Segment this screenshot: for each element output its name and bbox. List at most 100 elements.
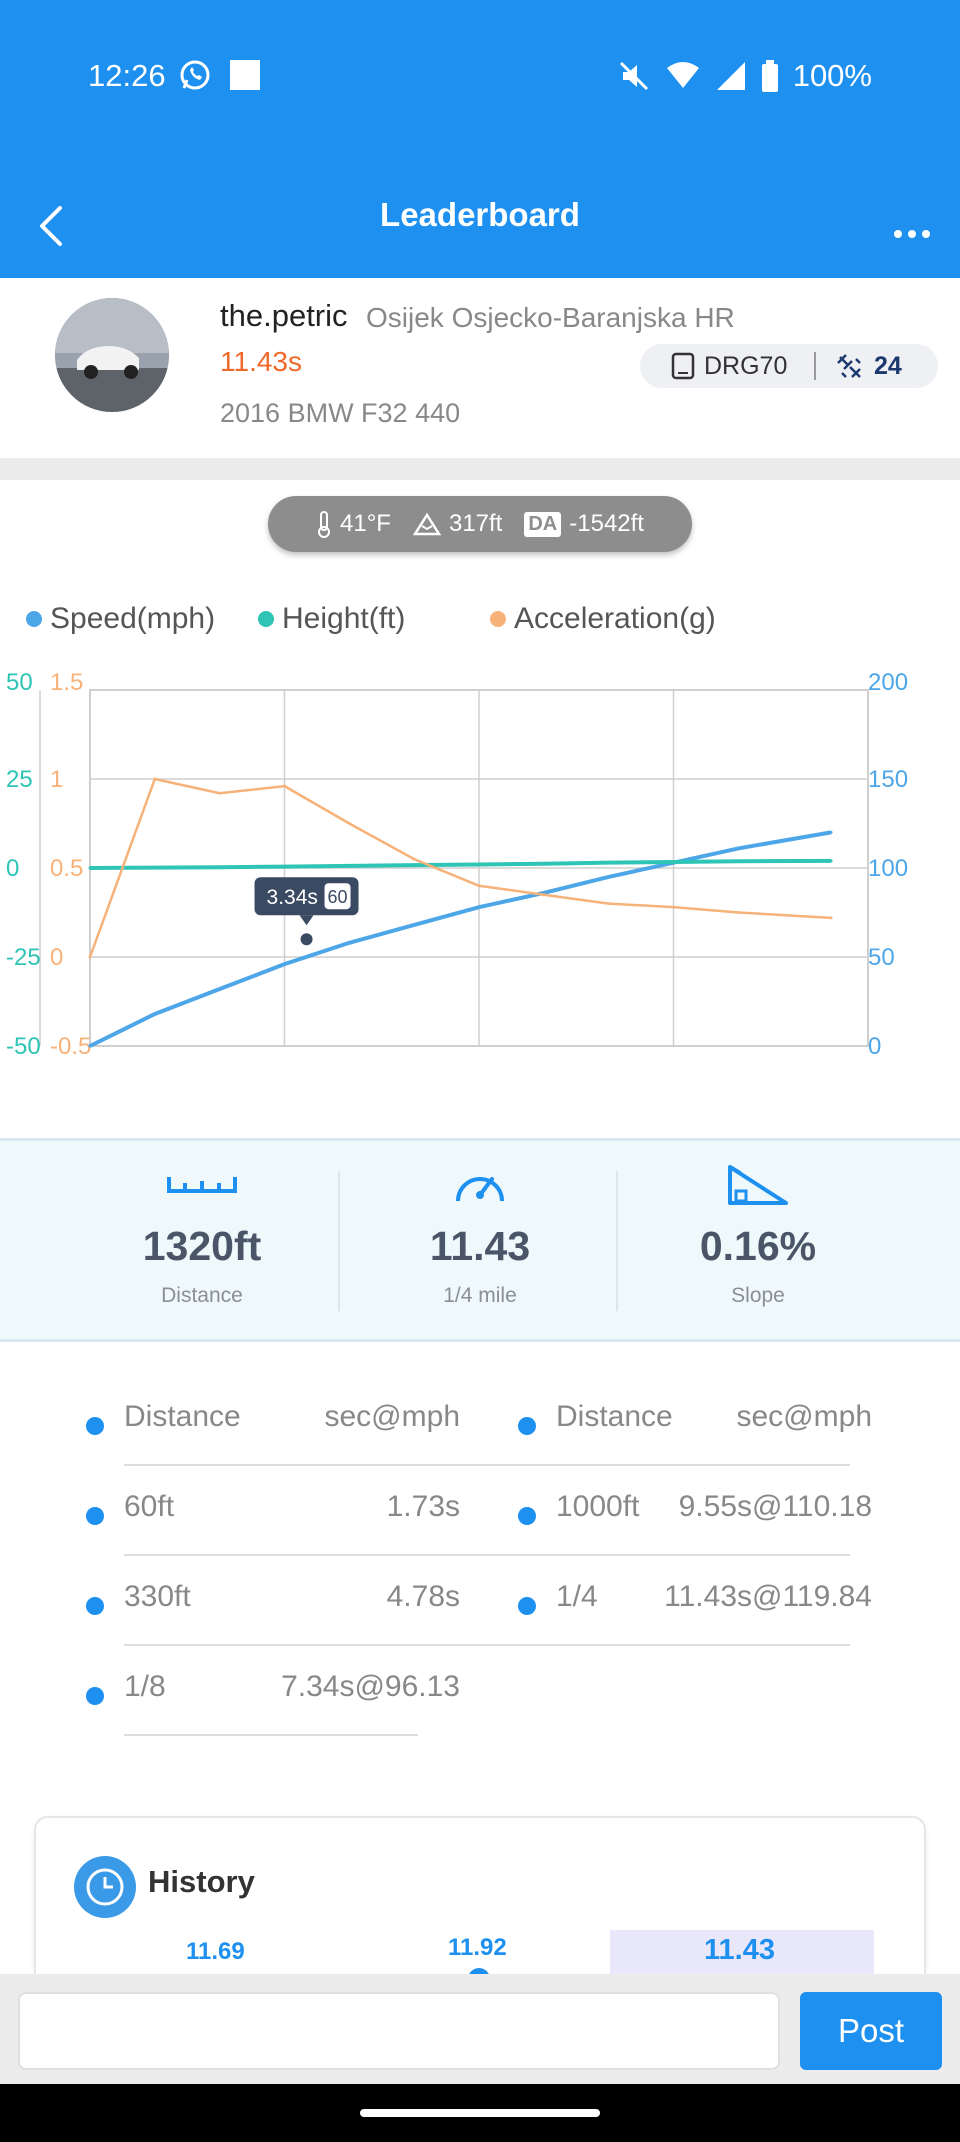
series-point-0: [477, 905, 481, 909]
comment-input[interactable]: [18, 1992, 780, 2070]
series-point-2: [283, 784, 286, 788]
stat-time-value: 11.43: [429, 1223, 531, 1269]
comment-bar: Post: [0, 1974, 960, 2084]
location: Osijek Osjecko-Baranjska HR: [366, 302, 735, 333]
header-distance: Distance: [556, 1400, 673, 1433]
series-point-0: [829, 830, 833, 834]
right-tick: 200: [868, 669, 908, 696]
stat-time-label: 1/4 mile: [443, 1284, 517, 1307]
series-point-2: [829, 916, 833, 920]
stat-slope-label: Slope: [731, 1284, 785, 1307]
series-point-0: [736, 846, 740, 850]
series-point-0: [412, 923, 416, 927]
series-point-1: [672, 860, 675, 864]
pill-divider: [814, 352, 816, 380]
temperature: 41°F: [340, 510, 391, 537]
history-title: History: [148, 1864, 255, 1899]
legend-height[interactable]: Height(ft): [258, 602, 490, 636]
stat-distance-label: Distance: [161, 1284, 243, 1307]
series-point-1: [153, 866, 157, 870]
splits-header-left: Distance sec@mph: [0, 1380, 480, 1470]
avatar[interactable]: [55, 298, 169, 412]
height-swatch: [258, 611, 274, 627]
split-value: 11.43s@119.84: [664, 1580, 872, 1613]
series-point-2: [607, 902, 611, 906]
row-divider: [124, 1554, 850, 1556]
table-row: 1/4 11.43s@119.84: [480, 1560, 960, 1650]
device-name: DRG70: [704, 351, 788, 380]
slope-icon: [728, 1165, 788, 1205]
row-divider: [124, 1734, 418, 1736]
splits-header-right: Distance sec@mph: [480, 1380, 960, 1470]
series-point-1: [736, 859, 740, 863]
post-button[interactable]: Post: [800, 1992, 942, 2070]
top-bar: 12:26: [0, 0, 960, 278]
right-tick: 100: [868, 855, 908, 882]
left-outer-tick: 25: [6, 766, 33, 793]
table-row: 60ft 1.73s: [0, 1470, 480, 1560]
split-value: 9.55s@110.18: [678, 1490, 872, 1523]
chart-svg: 50 25 0 -25 -50 1.5 1 0.5 0 -0.5 200 150 100 50 0 3.34s…: [6, 669, 908, 1060]
series-point-0: [347, 941, 351, 945]
stat-distance: 1320ft Distance: [52, 1163, 352, 1308]
left-inner-tick: 0: [50, 944, 63, 971]
legend-speed-label: Speed(mph): [50, 602, 216, 635]
series-point-1: [412, 863, 416, 867]
legend-height-label: Height(ft): [282, 602, 406, 635]
home-handle[interactable]: [360, 2109, 600, 2117]
history-value[interactable]: 11.92: [448, 1934, 507, 1961]
chevron-left-icon[interactable]: [22, 196, 82, 256]
row-dot: [518, 1417, 536, 1435]
battery-percent: 100%: [792, 58, 872, 93]
series-line-2: [88, 777, 832, 958]
series-point-1: [607, 861, 611, 865]
da-badge: DA: [524, 511, 562, 537]
left-inner-tick: 1: [50, 766, 63, 793]
density-altitude: -1542ft: [569, 510, 644, 537]
stats-panel: 1320ft Distance 11.43 1/4 mile: [0, 1138, 960, 1342]
run-chart[interactable]: 50 25 0 -25 -50 1.5 1 0.5 0 -0.5 200 150 100 50 0 3.34s…: [0, 650, 960, 1070]
marker-point: [298, 931, 315, 948]
username[interactable]: the.petric: [220, 298, 348, 333]
legend-acceleration-label: Acceleration(g): [514, 602, 716, 635]
status-time: 12:26: [88, 58, 166, 93]
legend-speed[interactable]: Speed(mph): [26, 602, 258, 636]
series-point-1: [218, 865, 222, 869]
series-point-1: [542, 862, 546, 866]
stat-distance-value: 1320ft: [142, 1223, 262, 1269]
run-time: 11.43s: [220, 346, 302, 377]
series-point-2: [542, 893, 546, 897]
car-model: 2016 BMW F32 440: [220, 398, 461, 428]
legend-acceleration[interactable]: Acceleration(g): [490, 602, 716, 636]
more-dots-icon[interactable]: [888, 196, 938, 256]
splits-table: Distance sec@mph 60ft 1.73s 330ft 4.78s …: [0, 1380, 960, 1760]
stat-divider: [338, 1171, 340, 1311]
profile-card: the.petric Osijek Osjecko-Baranjska HR 1…: [0, 278, 960, 458]
header-value: sec@mph: [736, 1400, 873, 1433]
history-value-selected[interactable]: 11.43: [704, 1934, 775, 1966]
system-nav-bar: [0, 2084, 960, 2142]
stat-slope-value: 0.16%: [699, 1223, 817, 1269]
series-point-0: [88, 1044, 92, 1048]
history-value[interactable]: 11.69: [186, 1938, 245, 1965]
left-inner-tick: 1.5: [50, 669, 83, 696]
right-tick: 150: [868, 766, 908, 793]
split-value: 1.73s: [386, 1490, 460, 1523]
split-distance: 60ft: [124, 1490, 175, 1523]
table-row: 330ft 4.78s: [0, 1560, 480, 1650]
section-divider: [0, 458, 960, 480]
header-distance: Distance: [124, 1400, 241, 1433]
left-outer-tick: -50: [6, 1033, 41, 1060]
car-photo-icon: [55, 298, 169, 412]
split-distance: 1/8: [124, 1670, 166, 1703]
series-point-0: [218, 987, 222, 991]
marker-tooltip-arrow: [299, 915, 314, 926]
stat-divider: [616, 1171, 618, 1311]
stat-time: 11.43 1/4 mile: [330, 1163, 630, 1308]
clock-glyph: [86, 1868, 124, 1906]
series-point-1: [477, 862, 481, 866]
split-value: 7.34s@96.13: [281, 1670, 460, 1703]
row-divider: [124, 1464, 850, 1466]
left-outer-tick: 0: [6, 855, 19, 882]
left-inner-tick: -0.5: [50, 1033, 91, 1060]
